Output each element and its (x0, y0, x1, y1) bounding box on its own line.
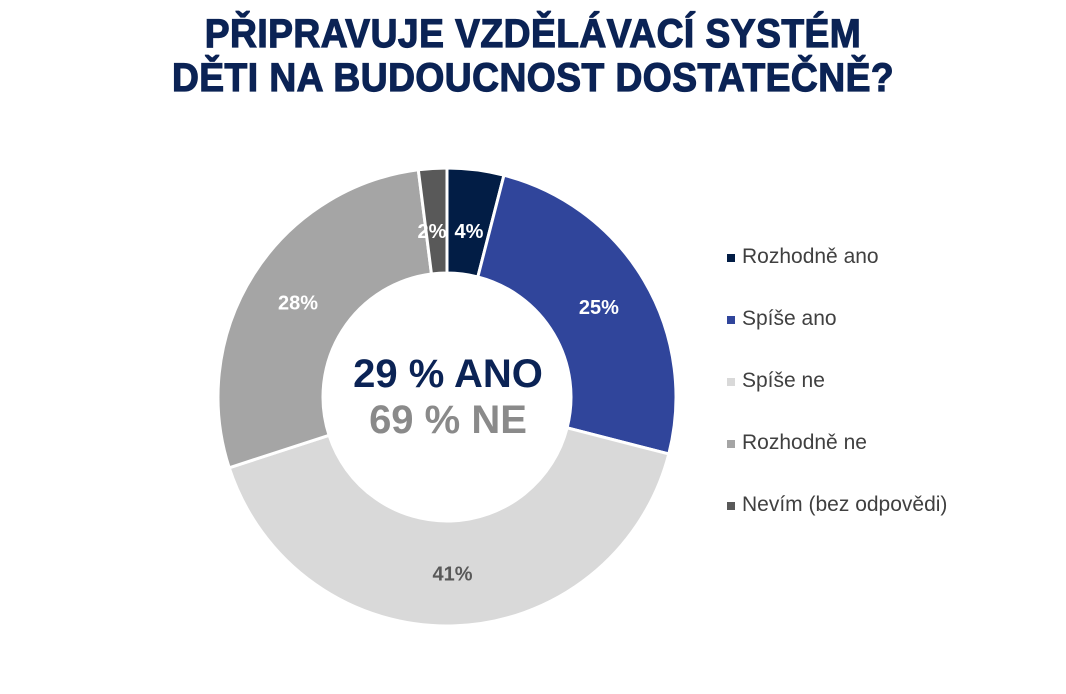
legend-item-rozhodne-ne: Rozhodně ne (727, 412, 947, 474)
slice-spise-ne (227, 426, 671, 628)
slice-nevim (416, 166, 449, 276)
chart-legend: Rozhodně ano Spíše ano Spíše ne Rozhodně… (727, 226, 947, 536)
donut-slices (216, 166, 678, 628)
legend-label: Spíše ne (742, 369, 825, 392)
chart-title-line-2: DĚTI NA BUDOUCNOST DOSTATEČNĚ? (171, 55, 895, 100)
center-yes-total: 29 % ANO (353, 352, 543, 396)
slice-spise-ano (476, 173, 678, 456)
slice-label-spise-ano: 25% (579, 297, 619, 319)
slice-label-nevim: 2% (418, 221, 447, 243)
legend-label: Spíše ano (742, 307, 837, 330)
slice-labels: 4% 25% 41% 28% 2% (278, 221, 619, 585)
legend-item-spise-ano: Spíše ano (727, 288, 947, 350)
legend-label: Rozhodně ne (742, 431, 867, 454)
slice-label-rozhodne-ne: 28% (278, 292, 318, 314)
legend-label: Nevím (bez odpovědi) (742, 493, 948, 516)
legend-item-rozhodne-ano: Rozhodně ano (727, 226, 947, 288)
legend-swatch-icon (727, 254, 735, 262)
chart-title-line-1: PŘIPRAVUJE VZDĚLÁVACÍ SYSTÉM (204, 11, 862, 56)
legend-item-spise-ne: Spíše ne (727, 350, 947, 412)
slice-rozhodne-ne (216, 168, 434, 470)
slice-label-rozhodne-ano: 4% (455, 221, 484, 243)
legend-swatch-icon (727, 440, 735, 448)
legend-swatch-icon (727, 502, 735, 510)
legend-swatch-icon (727, 378, 735, 386)
slice-label-spise-ne: 41% (433, 563, 473, 585)
legend-item-nevim: Nevím (bez odpovědi) (727, 474, 947, 536)
legend-swatch-icon (727, 316, 735, 324)
legend-label: Rozhodně ano (742, 245, 879, 268)
chart-title: PŘIPRAVUJE VZDĚLÁVACÍ SYSTÉM DĚTI NA BUD… (0, 11, 1066, 100)
center-no-total: 69 % NE (369, 398, 527, 442)
